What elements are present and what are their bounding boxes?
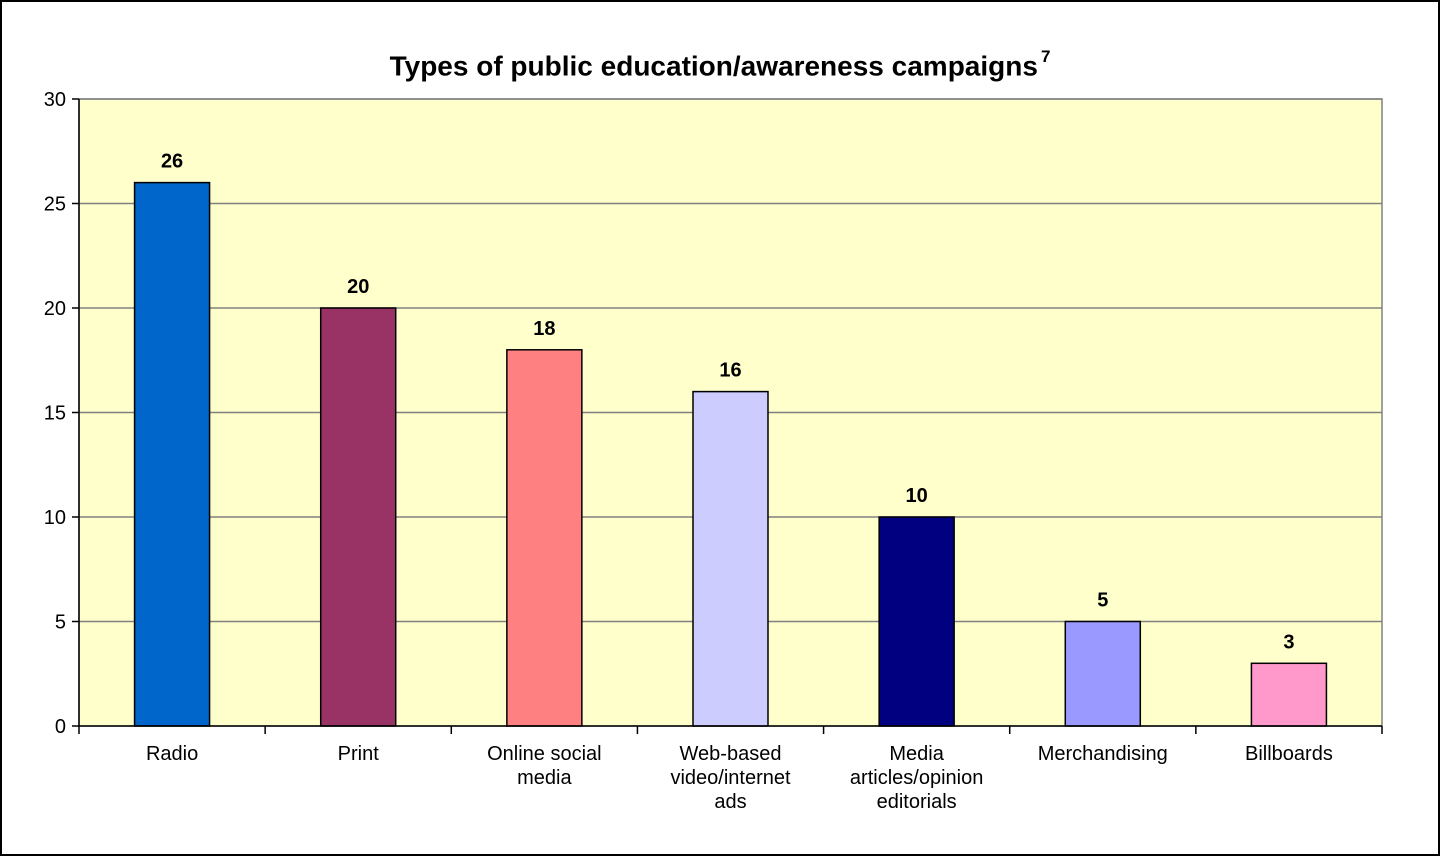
category-label-line: editorials xyxy=(877,791,957,813)
category-label-line: media xyxy=(517,767,572,789)
category-label: Print xyxy=(338,743,380,765)
bar xyxy=(692,390,769,727)
x-axis-category-labels: Radio Print Online social media Web-based vid… xyxy=(146,743,1333,813)
y-tick-label: 10 xyxy=(44,507,66,529)
y-axis-tick-labels: 0 5 10 15 20 25 30 xyxy=(44,89,66,738)
y-tick-label: 15 xyxy=(44,403,66,425)
bar xyxy=(1064,620,1142,727)
data-label: 5 xyxy=(1097,590,1108,612)
category-label-line: Radio xyxy=(146,743,198,765)
data-label: 3 xyxy=(1283,631,1294,653)
data-label: 16 xyxy=(719,360,741,382)
y-tick-label: 5 xyxy=(55,612,66,634)
bar xyxy=(133,181,211,727)
y-tick-label: 25 xyxy=(44,194,66,216)
category-label-line: Billboards xyxy=(1245,743,1333,765)
category-label-line: ads xyxy=(714,791,746,813)
y-tick-label: 30 xyxy=(44,89,66,111)
y-tick-label: 0 xyxy=(55,716,66,738)
category-label: Radio xyxy=(146,743,198,765)
chart-title-text: Types of public education/awareness camp… xyxy=(389,50,1038,82)
category-label-line: Web-based xyxy=(680,743,782,765)
category-label-line: articles/opinion xyxy=(850,767,983,789)
category-label-line: Online social xyxy=(487,743,602,765)
bars xyxy=(133,181,1328,727)
y-tick-label: 20 xyxy=(44,298,66,320)
category-label: Online social media xyxy=(487,743,602,789)
data-label: 26 xyxy=(161,151,183,173)
chart-title: Types of public education/awareness camp… xyxy=(0,47,1440,82)
category-label-line: video/internet xyxy=(670,767,791,789)
axes xyxy=(72,98,1383,734)
category-label: Merchandising xyxy=(1038,743,1168,765)
data-label: 10 xyxy=(906,485,928,507)
data-label: 20 xyxy=(347,276,369,298)
category-label: Media articles/opinion editorials xyxy=(850,743,983,813)
bar xyxy=(878,516,955,727)
category-label: Billboards xyxy=(1245,743,1333,765)
data-label: 18 xyxy=(533,318,555,340)
bar xyxy=(506,349,583,727)
data-labels: 26 20 18 16 10 5 3 xyxy=(161,151,1295,654)
category-label-line: Merchandising xyxy=(1038,743,1168,765)
category-label-line: Print xyxy=(338,743,380,765)
category-label-line: Media xyxy=(889,743,944,765)
chart-title-footnote: 7 xyxy=(1040,47,1051,66)
category-label: Web-based video/internet ads xyxy=(670,743,791,813)
bar xyxy=(1250,662,1328,727)
bar xyxy=(319,307,397,727)
